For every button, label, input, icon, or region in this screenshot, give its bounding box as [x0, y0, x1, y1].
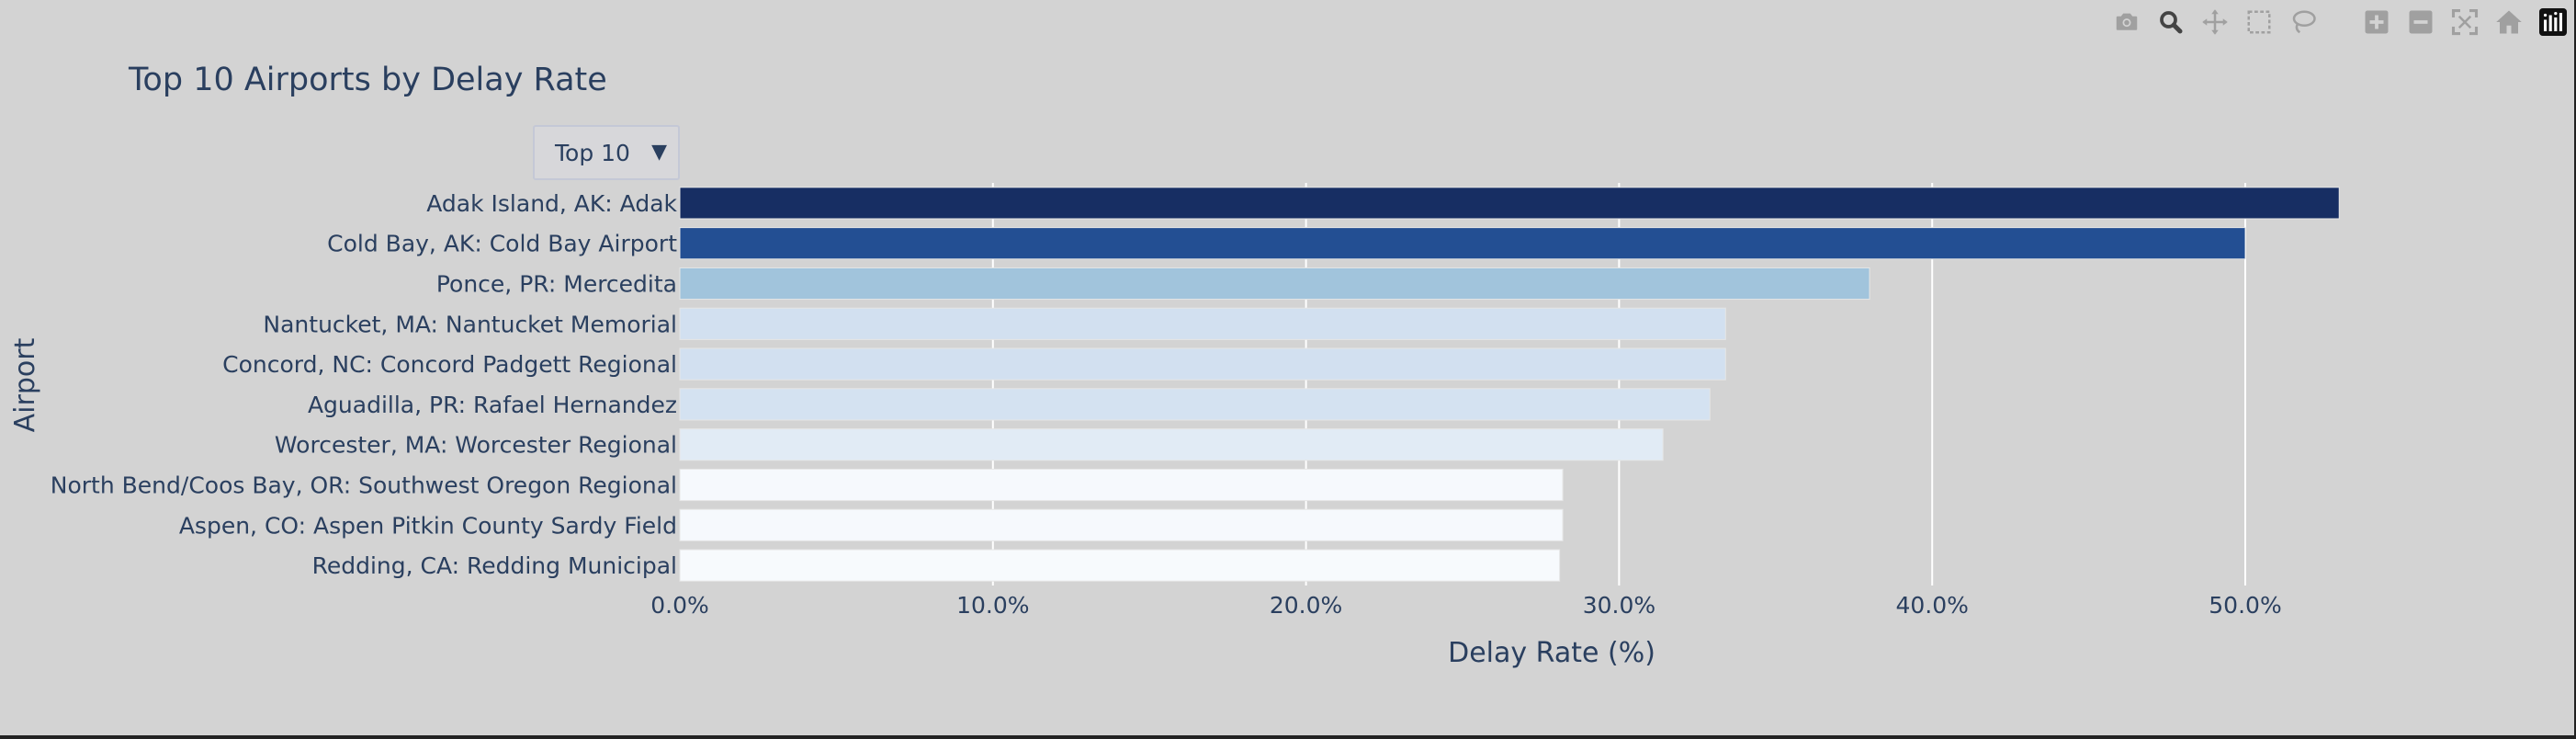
y-axis-title: Airport — [9, 337, 41, 432]
bar — [679, 347, 1726, 381]
y-tick-label: Cold Bay, AK: Cold Bay Airport — [327, 231, 677, 257]
x-tick-label: 0.0% — [650, 592, 709, 619]
y-tick-label: Redding, CA: Redding Municipal — [312, 552, 677, 579]
y-tick-label: Ponce, PR: Mercedita — [436, 271, 677, 298]
pan-icon[interactable] — [2199, 6, 2231, 38]
autoscale-icon[interactable] — [2449, 6, 2480, 38]
x-tick-label: 50.0% — [2209, 592, 2281, 619]
bar — [679, 508, 1564, 541]
x-axis-title: Delay Rate (%) — [1448, 637, 1655, 669]
modebar — [2111, 6, 2569, 39]
y-tick-label: Concord, NC: Concord Padgett Regional — [222, 351, 677, 378]
bar — [679, 428, 1664, 461]
x-tick-label: 10.0% — [956, 592, 1029, 619]
chevron-down-icon: ▼ — [651, 141, 667, 164]
bar — [679, 227, 2246, 260]
zoom-icon[interactable] — [2155, 6, 2186, 38]
y-tick-label: Worcester, MA: Worcester Regional — [275, 432, 677, 459]
chart-title: Top 10 Airports by Delay Rate — [128, 62, 607, 98]
y-tick-label: Aspen, CO: Aspen Pitkin County Sardy Fie… — [179, 512, 677, 539]
reset-axes-icon[interactable] — [2493, 6, 2525, 38]
y-tick-label: Adak Island, AK: Adak — [426, 190, 677, 217]
bar — [679, 307, 1726, 340]
plotly-logo-icon[interactable] — [2537, 6, 2569, 38]
x-tick-label: 40.0% — [1895, 592, 1968, 619]
camera-icon[interactable] — [2111, 6, 2142, 38]
x-tick-labels: 0.0% 10.0% 20.0% 30.0% 40.0% 50.0% — [650, 592, 2281, 619]
top-n-dropdown[interactable]: Top 10 ▼ — [533, 125, 680, 180]
y-tick-labels: Adak Island, AK: Adak Cold Bay, AK: Cold … — [51, 190, 678, 579]
bar — [679, 549, 1561, 582]
lasso-icon[interactable] — [2288, 6, 2319, 38]
x-tick-label: 20.0% — [1270, 592, 1342, 619]
bar — [679, 388, 1711, 421]
zoom-in-icon[interactable] — [2361, 6, 2392, 38]
box-select-icon[interactable] — [2243, 6, 2275, 38]
bar — [679, 267, 1870, 301]
zoom-out-icon[interactable] — [2405, 6, 2436, 38]
dropdown-label: Top 10 — [555, 139, 630, 166]
bar — [679, 187, 2340, 220]
y-tick-label: North Bend/Coos Bay, OR: Southwest Orego… — [51, 472, 677, 499]
bars-layer — [679, 187, 2340, 582]
x-tick-label: 30.0% — [1583, 592, 1655, 619]
bar — [679, 468, 1564, 502]
y-tick-label: Nantucket, MA: Nantucket Memorial — [263, 311, 677, 337]
y-tick-label: Aguadilla, PR: Rafael Hernandez — [308, 392, 677, 418]
